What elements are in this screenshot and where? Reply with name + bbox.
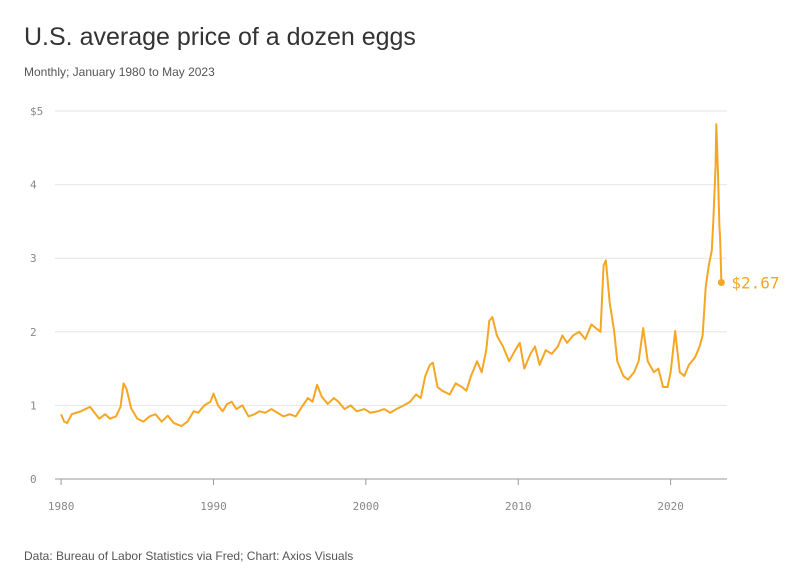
x-tick-label: 2010: [505, 500, 532, 513]
x-tick-label: 2000: [353, 500, 380, 513]
end-dot: [717, 278, 725, 286]
chart-title: U.S. average price of a dozen eggs: [24, 23, 416, 51]
y-tick-label: 3: [30, 252, 37, 265]
value-label: $2.67: [731, 273, 779, 292]
x-tick-label: 2020: [657, 500, 684, 513]
y-tick-label: 4: [30, 179, 37, 192]
y-tick-label: 2: [30, 326, 37, 339]
chart-subtitle: Monthly; January 1980 to May 2023: [24, 65, 215, 79]
price-line: [60, 123, 723, 428]
y-tick-label: 1: [30, 399, 37, 412]
y-tick-label: $5: [30, 105, 43, 118]
chart-source: Data: Bureau of Labor Statistics via Fre…: [24, 549, 353, 563]
x-tick-label: 1980: [48, 500, 75, 513]
y-tick-label: 0: [30, 473, 37, 486]
x-tick-label: 1990: [200, 500, 227, 513]
